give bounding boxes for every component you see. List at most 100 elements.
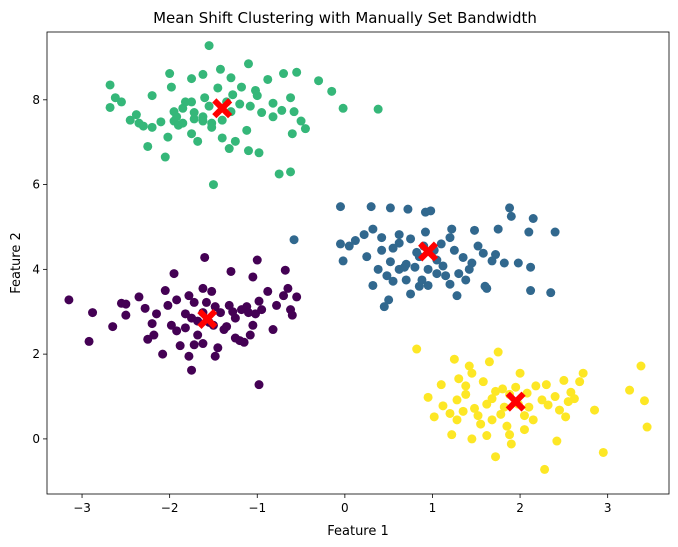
data-point bbox=[208, 180, 218, 190]
data-point bbox=[138, 121, 148, 131]
data-point bbox=[248, 272, 258, 282]
data-point bbox=[217, 115, 227, 125]
data-point bbox=[491, 386, 501, 396]
data-point bbox=[519, 411, 529, 421]
data-point bbox=[526, 262, 536, 272]
data-point bbox=[639, 396, 649, 406]
data-point bbox=[454, 374, 464, 384]
data-point bbox=[279, 69, 289, 79]
data-point bbox=[187, 365, 197, 375]
x-tick-label: 3 bbox=[604, 501, 612, 515]
data-point bbox=[373, 264, 383, 274]
data-point bbox=[373, 104, 383, 114]
data-point bbox=[382, 271, 392, 281]
data-point bbox=[412, 344, 422, 354]
data-point bbox=[84, 336, 94, 346]
data-point bbox=[286, 167, 296, 177]
data-point bbox=[458, 252, 468, 262]
data-point bbox=[452, 395, 462, 405]
data-point bbox=[379, 302, 389, 312]
data-point bbox=[513, 258, 523, 268]
data-point bbox=[499, 258, 509, 268]
data-point bbox=[198, 69, 208, 79]
data-point bbox=[257, 108, 267, 118]
data-point bbox=[515, 368, 525, 378]
data-point bbox=[528, 213, 538, 223]
data-point bbox=[180, 323, 190, 333]
data-point bbox=[478, 377, 488, 387]
data-point bbox=[300, 124, 310, 134]
data-point bbox=[467, 434, 477, 444]
x-tick-label: −2 bbox=[161, 501, 179, 515]
data-point bbox=[254, 296, 264, 306]
data-point bbox=[116, 97, 126, 107]
data-point bbox=[193, 136, 203, 146]
data-point bbox=[385, 203, 395, 213]
data-point bbox=[189, 108, 199, 118]
data-point bbox=[327, 86, 337, 96]
data-point bbox=[636, 361, 646, 371]
data-point bbox=[550, 227, 560, 237]
data-point bbox=[286, 93, 296, 103]
data-point bbox=[230, 313, 240, 323]
x-axis-label: Feature 1 bbox=[327, 524, 389, 539]
y-tick-label: 6 bbox=[32, 178, 40, 192]
data-point bbox=[399, 262, 409, 272]
data-point bbox=[252, 255, 262, 265]
data-point bbox=[461, 381, 471, 391]
data-point bbox=[464, 264, 474, 274]
data-point bbox=[350, 236, 360, 246]
data-point bbox=[491, 452, 501, 462]
y-tick-label: 4 bbox=[32, 262, 40, 276]
data-point bbox=[287, 129, 297, 139]
data-point bbox=[217, 133, 227, 143]
data-point bbox=[410, 262, 420, 272]
data-point bbox=[292, 67, 302, 77]
data-point bbox=[204, 41, 214, 51]
data-point bbox=[251, 85, 261, 95]
data-point bbox=[160, 286, 170, 296]
data-point bbox=[470, 225, 480, 235]
data-point bbox=[143, 334, 153, 344]
data-point bbox=[198, 339, 208, 349]
data-point bbox=[550, 392, 560, 402]
data-point bbox=[482, 431, 492, 441]
data-point bbox=[388, 276, 398, 286]
data-point bbox=[230, 333, 240, 343]
data-point bbox=[385, 257, 395, 267]
data-point bbox=[222, 322, 232, 332]
data-point bbox=[131, 110, 141, 120]
data-point bbox=[279, 291, 289, 301]
data-point bbox=[163, 132, 173, 142]
data-point bbox=[134, 292, 144, 302]
data-point bbox=[156, 117, 166, 127]
data-point bbox=[245, 101, 255, 111]
data-point bbox=[445, 279, 455, 289]
data-point bbox=[254, 148, 264, 158]
data-point bbox=[189, 114, 199, 124]
data-point bbox=[505, 203, 515, 213]
data-point bbox=[187, 313, 197, 323]
data-point bbox=[493, 347, 503, 357]
data-point bbox=[359, 230, 369, 240]
data-point bbox=[335, 239, 345, 249]
data-point bbox=[272, 300, 282, 310]
data-point bbox=[552, 436, 562, 446]
data-point bbox=[248, 320, 258, 330]
data-point bbox=[163, 300, 173, 310]
y-tick-label: 8 bbox=[32, 93, 40, 107]
data-point bbox=[447, 224, 457, 234]
data-point bbox=[445, 233, 455, 243]
data-point bbox=[506, 439, 516, 449]
data-point bbox=[528, 415, 538, 425]
data-point bbox=[368, 224, 378, 234]
data-point bbox=[423, 264, 433, 274]
x-tick-label: 2 bbox=[516, 501, 524, 515]
data-point bbox=[403, 204, 413, 214]
data-point bbox=[642, 422, 652, 432]
data-point bbox=[140, 303, 150, 313]
data-point bbox=[187, 74, 197, 84]
data-point bbox=[158, 349, 168, 359]
data-point bbox=[268, 112, 278, 122]
data-point bbox=[296, 116, 306, 126]
